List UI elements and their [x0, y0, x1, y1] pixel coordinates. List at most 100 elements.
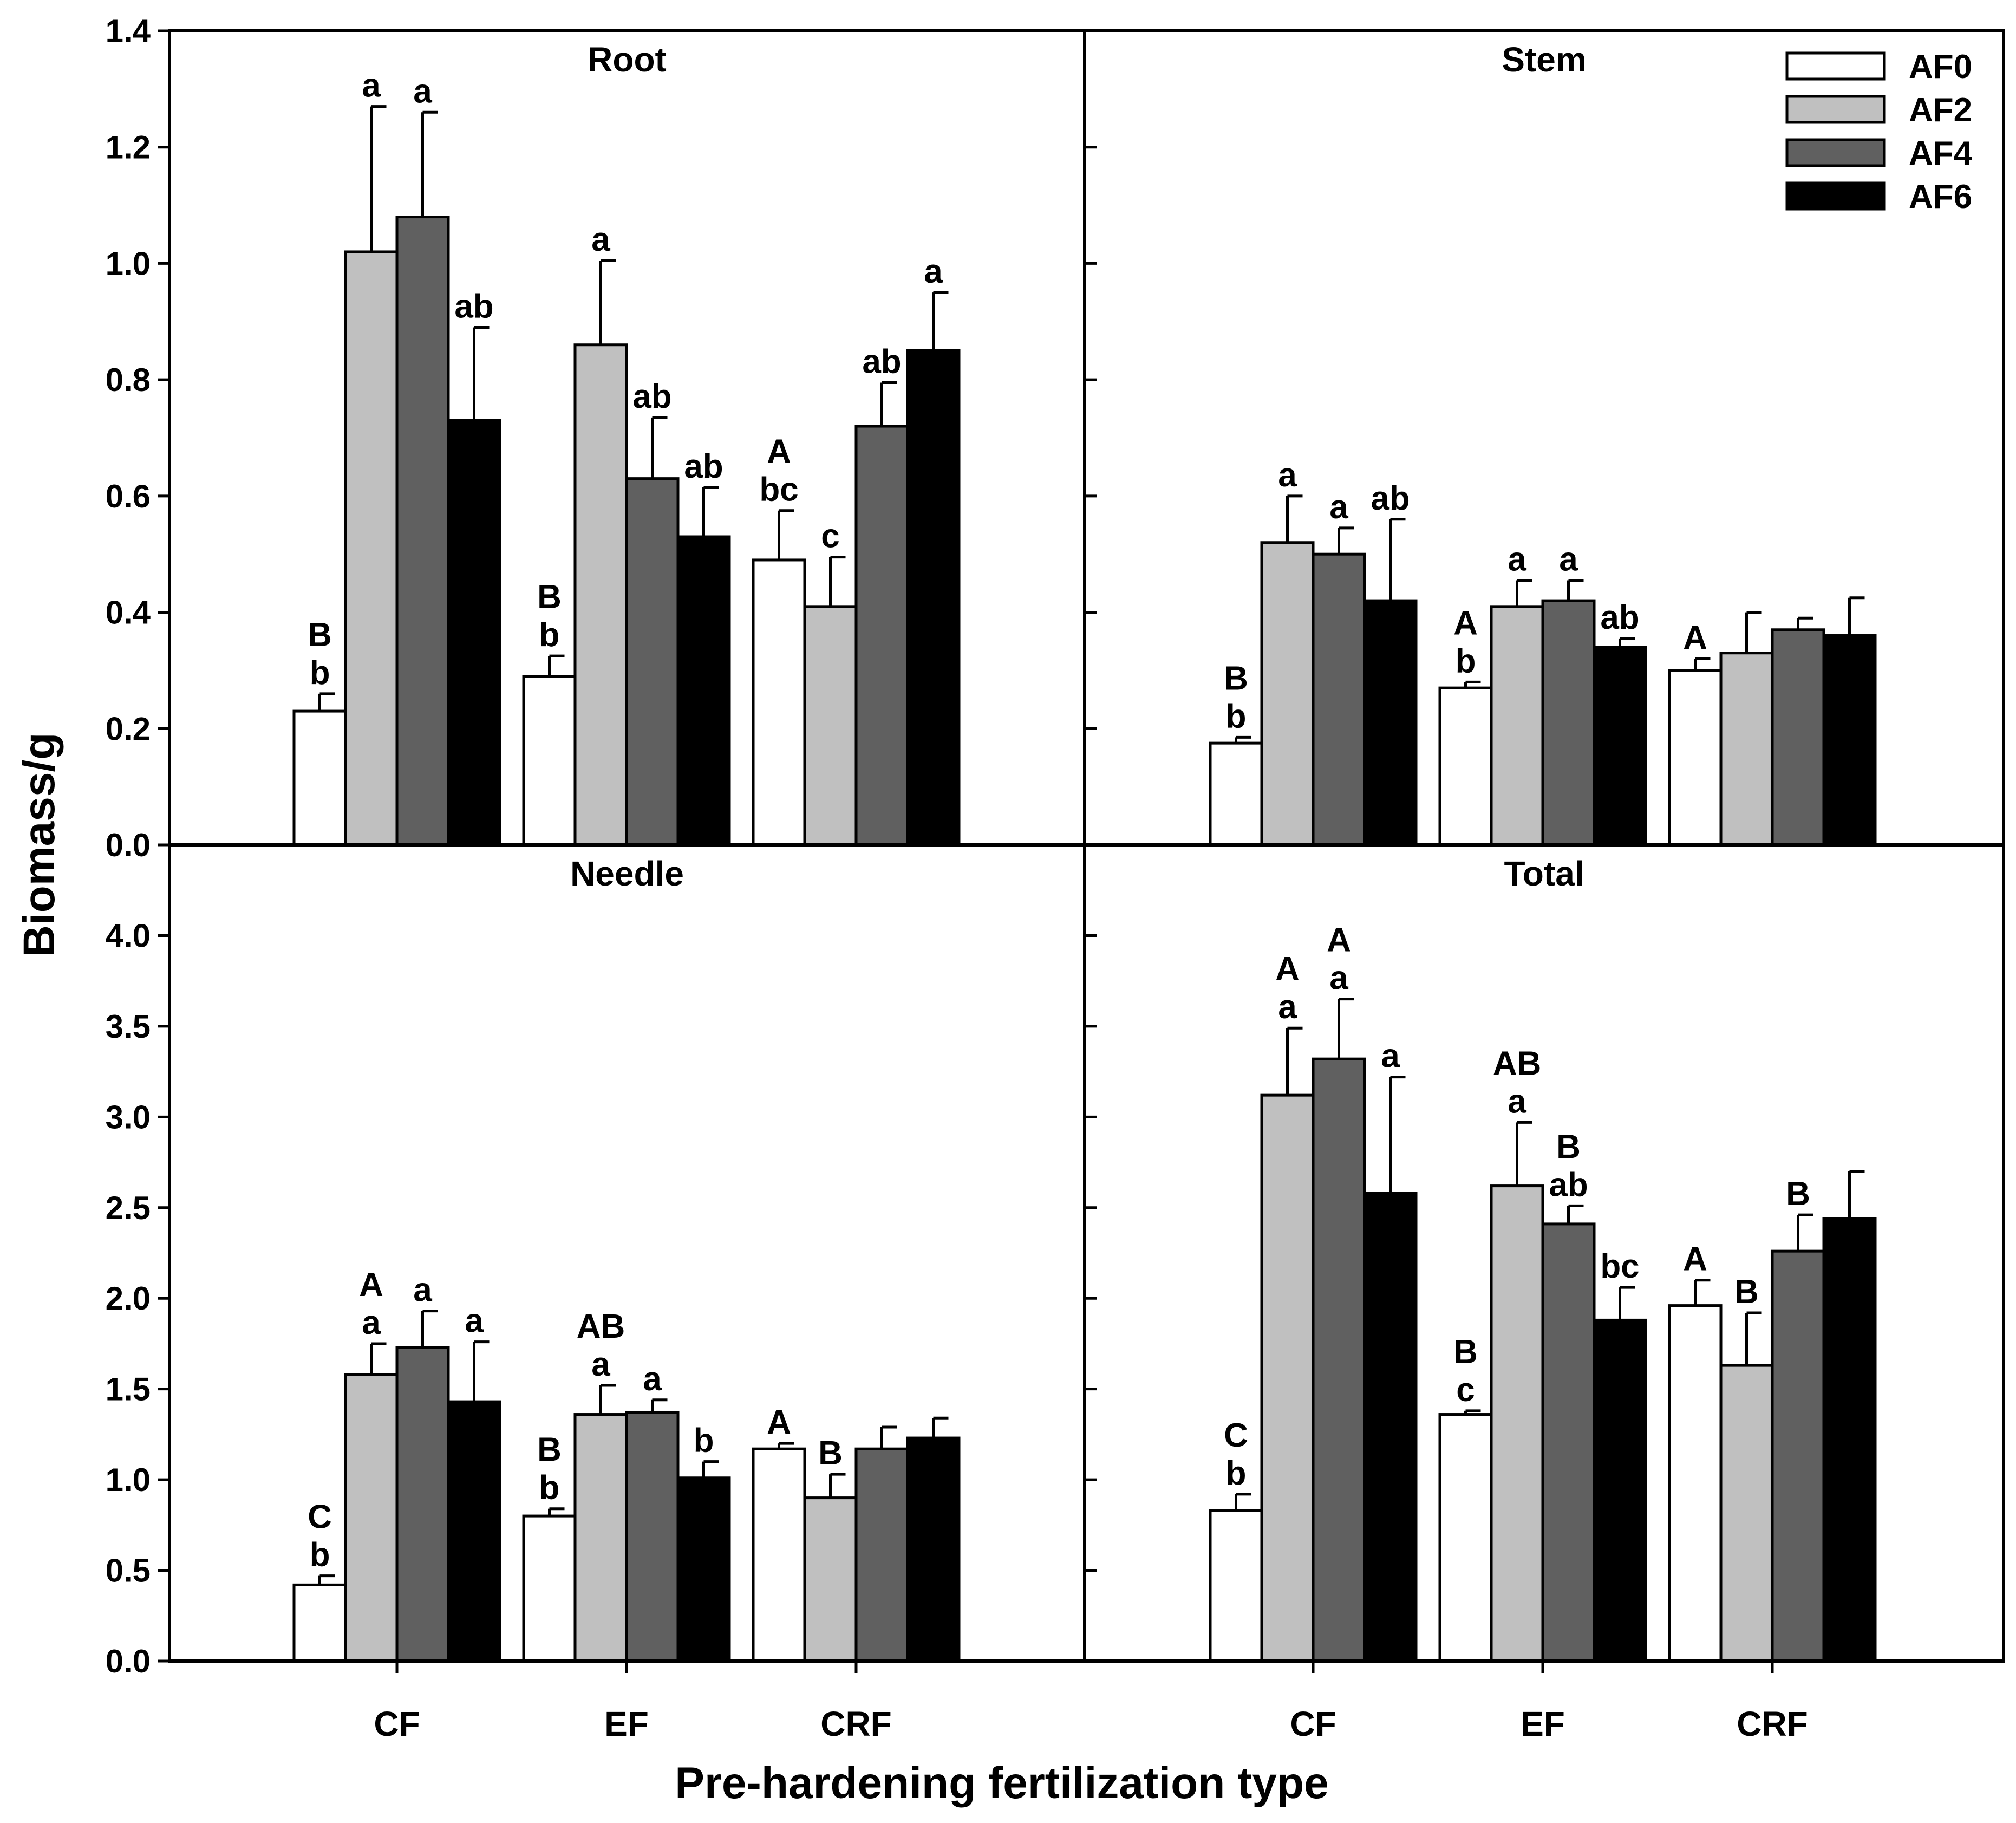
significance-label: A [1327, 922, 1351, 959]
significance-label: b [1226, 698, 1247, 735]
bar-total-crf-af0 [1668, 1304, 1723, 1663]
significance-label: c [821, 518, 839, 555]
x-category-label: CF [1290, 1704, 1336, 1743]
x-category-label: EF [604, 1704, 649, 1743]
y-tick-label: 1.2 [106, 129, 151, 166]
significance-label: a [591, 221, 610, 258]
significance-label: a [465, 1303, 484, 1340]
significance-label: C [1224, 1417, 1248, 1454]
significance-label: a [362, 67, 381, 105]
bar-root-cf-af0 [292, 709, 347, 847]
bar-stem-cf-af4 [1312, 552, 1366, 847]
significance-label: B [537, 578, 562, 616]
y-tick-label: 2.0 [106, 1280, 151, 1317]
significance-label: B [1556, 1128, 1581, 1166]
significance-label: B [1453, 1333, 1478, 1371]
bar-stem-crf-af2 [1719, 652, 1774, 847]
y-tick-label: 0.8 [106, 362, 151, 398]
significance-label: a [1329, 960, 1348, 997]
legend-swatch-af2 [1785, 95, 1886, 124]
bar-needle-cf-af2 [344, 1373, 399, 1663]
bar-needle-crf-af0 [752, 1447, 806, 1663]
legend-label-af0: AF0 [1909, 48, 1972, 86]
bar-needle-ef-af4 [625, 1411, 680, 1663]
significance-label: a [1508, 541, 1526, 578]
bar-root-crf-af0 [752, 558, 806, 847]
significance-label: ab [1600, 599, 1639, 636]
bar-stem-ef-af4 [1541, 599, 1596, 847]
significance-label: A [1275, 950, 1300, 988]
bar-root-cf-af6 [447, 419, 501, 847]
significance-label: a [413, 1272, 432, 1309]
significance-label: C [308, 1499, 332, 1536]
y-tick-label: 0.0 [106, 827, 151, 863]
bar-root-crf-af4 [854, 425, 909, 847]
significance-label: b [310, 654, 330, 692]
significance-label: A [1453, 604, 1478, 642]
significance-label: B [1786, 1175, 1810, 1213]
significance-label: a [362, 1304, 381, 1342]
significance-label: b [310, 1536, 330, 1574]
bar-needle-cf-af0 [292, 1583, 347, 1663]
y-tick-label: 1.0 [106, 245, 151, 282]
bar-needle-ef-af6 [676, 1476, 731, 1663]
significance-label: B [1224, 660, 1248, 697]
significance-label: a [413, 73, 432, 110]
bar-stem-cf-af0 [1209, 741, 1263, 847]
bar-stem-crf-af0 [1668, 669, 1723, 847]
panel-title-stem: Stem [1502, 40, 1587, 79]
y-tick-label: 1.5 [106, 1371, 151, 1408]
panel-title-total: Total [1504, 854, 1584, 893]
significance-label: B [1734, 1273, 1759, 1311]
legend-swatch-af4 [1785, 138, 1886, 167]
significance-label: bc [1600, 1248, 1639, 1285]
significance-label: a [1508, 1083, 1526, 1120]
significance-label: B [818, 1435, 843, 1472]
significance-label: AB [577, 1308, 625, 1345]
significance-label: b [539, 1469, 560, 1507]
bar-total-ef-af0 [1438, 1413, 1493, 1663]
significance-label: a [924, 253, 943, 290]
bar-needle-cf-af4 [395, 1346, 450, 1663]
significance-label: a [1381, 1038, 1400, 1075]
y-tick-label: 0.5 [106, 1553, 151, 1589]
bar-needle-cf-af6 [447, 1400, 501, 1663]
panel-title-needle: Needle [570, 854, 684, 893]
y-axis-title: Biomass/g [15, 733, 64, 958]
bar-stem-ef-af0 [1438, 686, 1493, 847]
bar-total-crf-af4 [1771, 1249, 1825, 1663]
bar-needle-crf-af2 [803, 1496, 858, 1663]
y-tick-label: 0.6 [106, 478, 151, 515]
bar-stem-cf-af2 [1260, 541, 1315, 847]
bar-total-cf-af4 [1312, 1057, 1366, 1663]
significance-label: A [1683, 1241, 1707, 1278]
significance-label: a [643, 1360, 662, 1398]
significance-label: A [767, 433, 791, 471]
significance-label: b [694, 1422, 714, 1460]
significance-label: A [1683, 619, 1707, 656]
significance-label: a [1278, 988, 1297, 1026]
y-tick-label: 3.5 [106, 1008, 151, 1045]
bar-needle-ef-af2 [573, 1413, 628, 1663]
bar-needle-crf-af4 [854, 1447, 909, 1663]
bar-total-ef-af2 [1490, 1184, 1544, 1663]
significance-label: b [539, 616, 560, 654]
significance-label: b [1456, 642, 1476, 680]
significance-label: ab [1371, 480, 1410, 517]
bar-root-ef-af0 [522, 675, 577, 847]
bar-total-ef-af4 [1541, 1222, 1596, 1663]
bar-root-cf-af2 [344, 250, 399, 847]
y-tick-label: 4.0 [106, 917, 151, 954]
significance-label: ab [862, 343, 901, 381]
bar-total-crf-af6 [1822, 1217, 1877, 1663]
significance-label: A [359, 1266, 383, 1304]
significance-label: a [1278, 457, 1297, 494]
bar-stem-ef-af2 [1490, 605, 1544, 847]
significance-label: bc [759, 471, 798, 509]
significance-label: a [1329, 489, 1348, 526]
significance-label: a [1559, 541, 1578, 578]
bar-root-ef-af6 [676, 535, 731, 847]
significance-label: AB [1493, 1045, 1542, 1082]
